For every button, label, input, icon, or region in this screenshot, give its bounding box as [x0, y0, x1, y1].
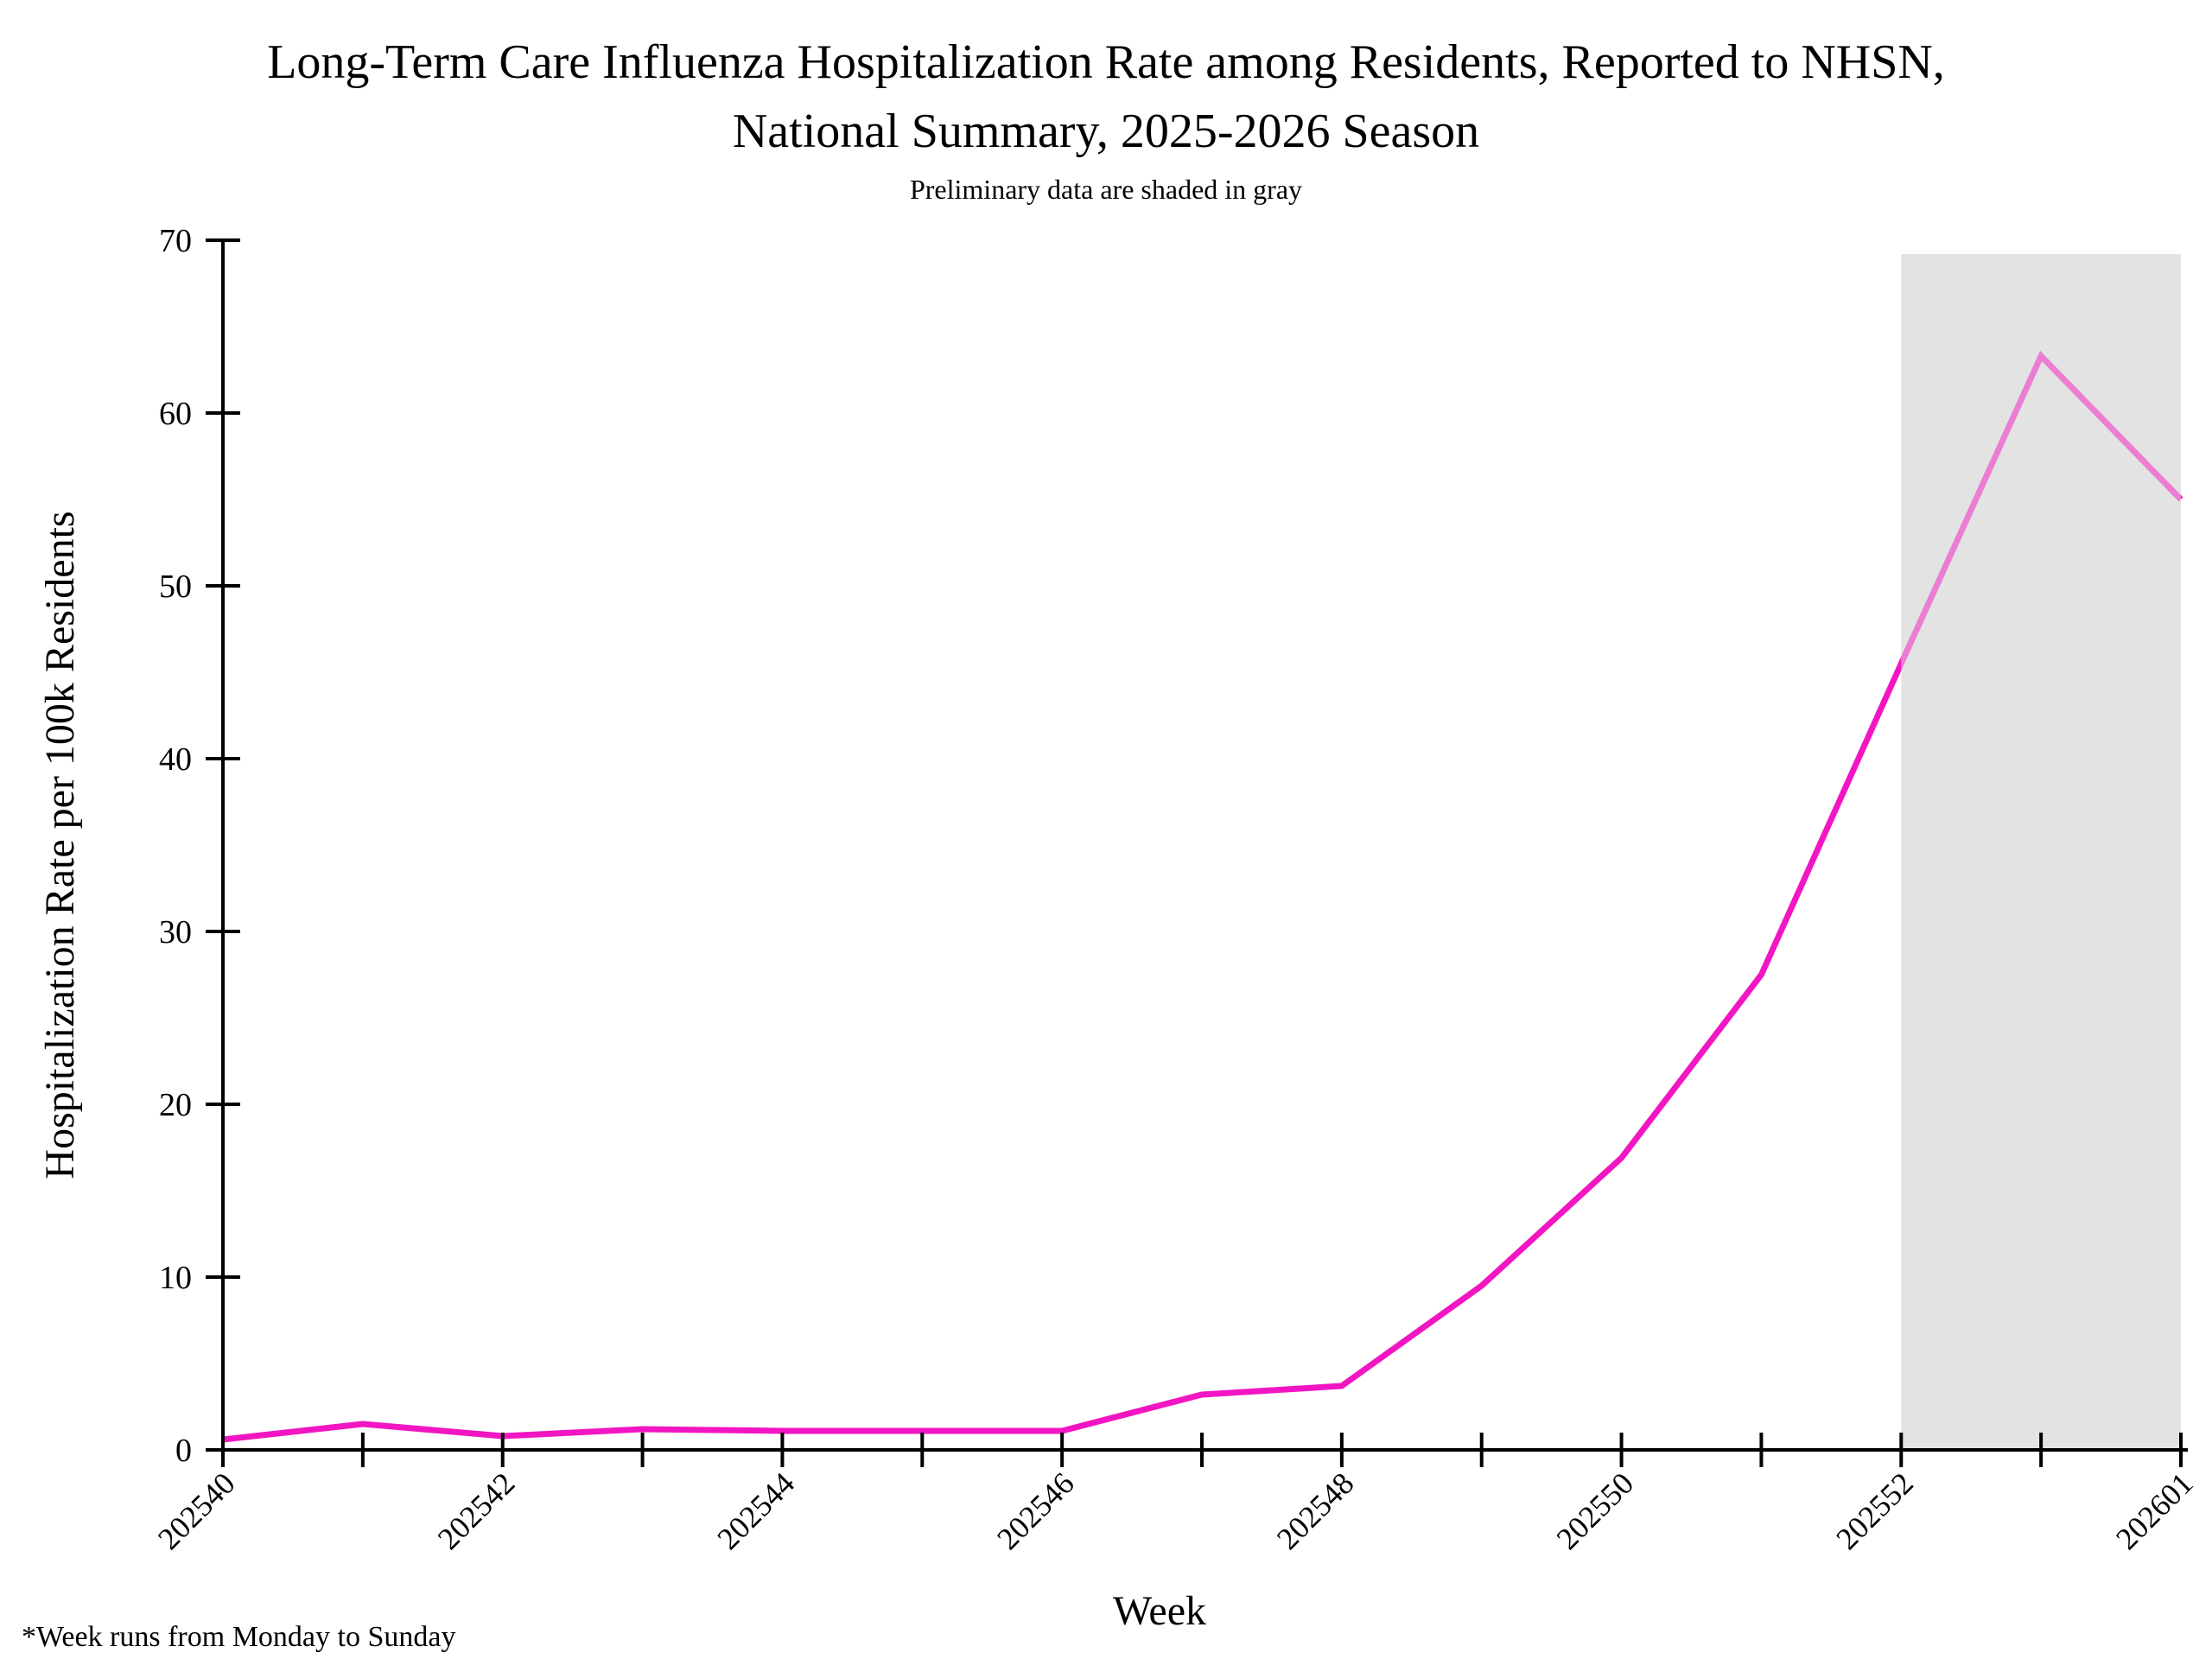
y-tick-label: 70: [159, 223, 192, 259]
preliminary-shade-overlay: [1901, 254, 2181, 1450]
y-tick-label: 0: [175, 1433, 192, 1469]
plot-area: 0 10 20 30 40 50 60 70 202540 202542 202544 202546 2…: [151, 223, 2200, 1556]
x-axis-title: Week: [1113, 1588, 1206, 1634]
chart-title-line1: Long-Term Care Influenza Hospitalization…: [267, 35, 1945, 89]
x-tick-label: 202546: [990, 1465, 1081, 1556]
chart-title-line2: National Summary, 2025-2026 Season: [733, 105, 1479, 158]
y-tick-label: 30: [159, 914, 192, 950]
x-tick-label: 202552: [1829, 1465, 1920, 1556]
y-tick-label: 10: [159, 1260, 192, 1296]
y-axis-title: Hospitalization Rate per 100k Residents: [37, 511, 83, 1179]
y-tick-label: 60: [159, 396, 192, 432]
y-tick-label: 50: [159, 569, 192, 605]
x-tick-label: 202601: [2109, 1465, 2200, 1556]
x-tick-label: 202540: [151, 1465, 242, 1556]
chart-subtitle: Preliminary data are shaded in gray: [910, 174, 1302, 205]
x-tick-label: 202548: [1270, 1465, 1361, 1556]
chart-footnote: *Week runs from Monday to Sunday: [22, 1621, 455, 1653]
y-tick-label: 20: [159, 1087, 192, 1123]
x-tick-label: 202542: [431, 1465, 522, 1556]
x-tick-label: 202544: [710, 1465, 801, 1556]
y-tick-label: 40: [159, 741, 192, 778]
x-tick-label: 202550: [1550, 1465, 1641, 1556]
hospitalization-rate-line: [222, 350, 2183, 1443]
